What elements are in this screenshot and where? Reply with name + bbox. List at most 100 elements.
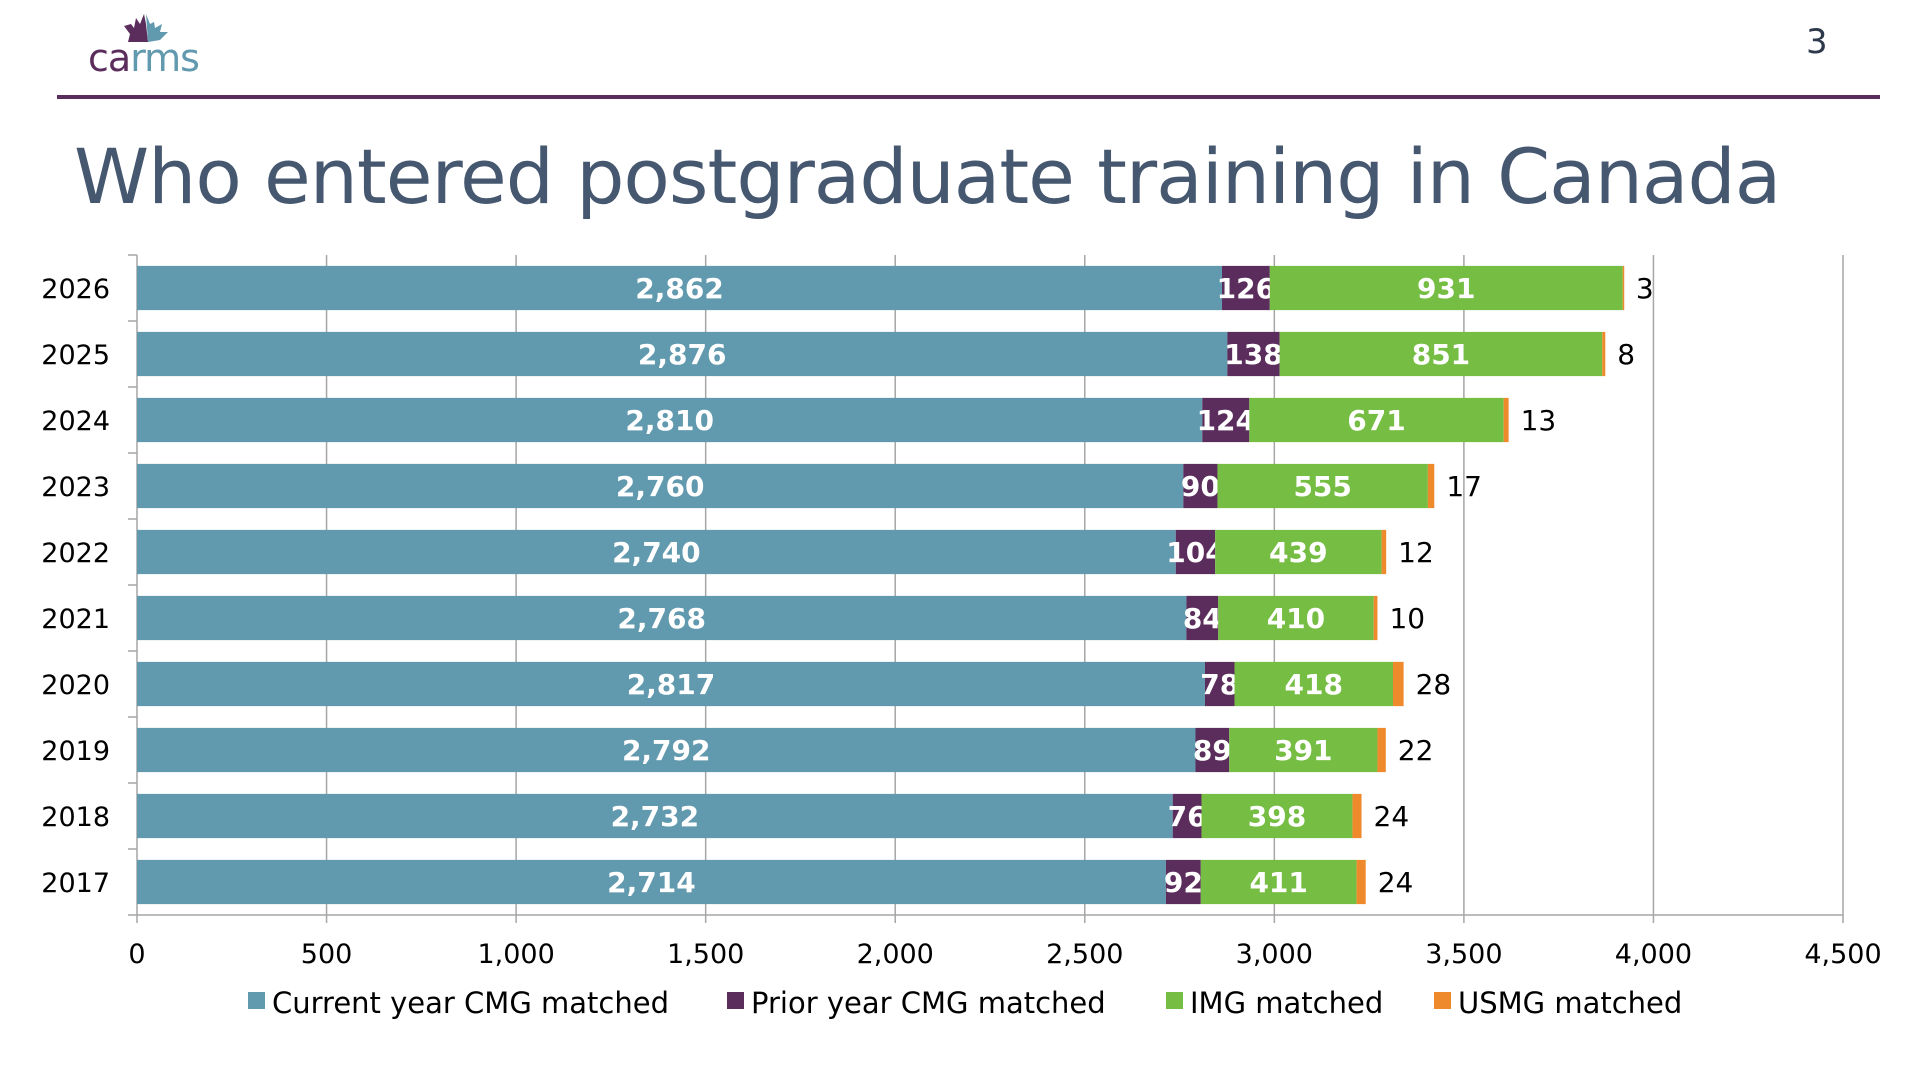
legend-swatch xyxy=(1166,992,1183,1009)
x-tick-label: 500 xyxy=(301,939,353,970)
y-tick-label: 2023 xyxy=(41,472,110,503)
x-tick-label: 1,500 xyxy=(667,939,744,970)
bar-segment xyxy=(137,793,1173,839)
bar-data-label: 439 xyxy=(1269,536,1327,569)
bar-segment xyxy=(1201,793,1353,839)
bar-data-label: 10 xyxy=(1389,602,1425,635)
page-number: 3 xyxy=(1806,22,1828,62)
bar-data-label: 555 xyxy=(1293,470,1351,503)
bar-segment xyxy=(1373,595,1378,641)
bar-data-label: 410 xyxy=(1267,602,1325,635)
bar-segment xyxy=(1279,331,1603,377)
legend-label: IMG matched xyxy=(1190,986,1383,1020)
logo-text-ca: ca xyxy=(88,36,131,80)
bar-segment xyxy=(137,529,1176,575)
bar-data-label: 24 xyxy=(1378,866,1414,899)
bar-data-label: 391 xyxy=(1274,734,1332,767)
bar-segment xyxy=(1352,793,1362,839)
bar-segment xyxy=(1175,529,1216,575)
x-tick-label: 2,000 xyxy=(857,939,934,970)
bar-data-label: 2,714 xyxy=(607,866,696,899)
bar-data-label: 28 xyxy=(1416,668,1452,701)
x-tick-label: 2,500 xyxy=(1046,939,1123,970)
bar-segment xyxy=(1622,265,1625,311)
bar-segment xyxy=(1186,595,1219,641)
y-tick-label: 2018 xyxy=(41,802,110,833)
maple-leaf-crown-icon xyxy=(124,14,168,42)
bar-segment xyxy=(1234,661,1393,707)
bar-data-label: 2,817 xyxy=(627,668,716,701)
bar-segment xyxy=(1202,397,1250,443)
bar-data-label: 138 xyxy=(1224,338,1282,371)
bar-segment xyxy=(1229,727,1378,773)
bar-segment xyxy=(1381,529,1387,575)
bar-segment xyxy=(137,595,1187,641)
bar-data-label: 12 xyxy=(1398,536,1434,569)
bar-data-label: 2,792 xyxy=(622,734,711,767)
bar-data-label: 411 xyxy=(1249,866,1307,899)
bar-segment xyxy=(1427,463,1435,509)
bar-segment xyxy=(1204,661,1235,707)
bar-data-label: 671 xyxy=(1347,404,1405,437)
bar-segment xyxy=(1217,463,1428,509)
bar-segment xyxy=(137,265,1223,311)
bar-data-label: 84 xyxy=(1183,602,1222,635)
bar-segment xyxy=(137,397,1203,443)
bar-segment xyxy=(1200,859,1357,905)
bar-segment xyxy=(137,463,1184,509)
bar-segment xyxy=(137,331,1228,377)
bar-segment xyxy=(1227,331,1280,377)
y-tick-label: 2020 xyxy=(41,670,110,701)
bar-data-label: 89 xyxy=(1193,734,1232,767)
bar-segment xyxy=(1249,397,1504,443)
legend-swatch xyxy=(1434,992,1451,1009)
bar-segment xyxy=(1503,397,1509,443)
bar-data-label: 418 xyxy=(1285,668,1343,701)
bar-data-label: 2,732 xyxy=(611,800,700,833)
header-divider xyxy=(57,95,1880,99)
bar-segment xyxy=(1215,529,1382,575)
bar-data-label: 2,862 xyxy=(635,272,724,305)
bar-data-label: 398 xyxy=(1248,800,1306,833)
x-tick-label: 3,500 xyxy=(1425,939,1502,970)
bar-data-label: 851 xyxy=(1412,338,1470,371)
bar-segment xyxy=(1377,727,1386,773)
bar-data-label: 17 xyxy=(1446,470,1482,503)
x-tick-label: 0 xyxy=(128,939,145,970)
bar-data-label: 22 xyxy=(1398,734,1434,767)
bar-data-label: 76 xyxy=(1168,800,1207,833)
bar-data-label: 124 xyxy=(1197,404,1255,437)
bar-data-label: 90 xyxy=(1181,470,1220,503)
y-tick-label: 2017 xyxy=(41,868,110,899)
bar-segment xyxy=(1222,265,1270,311)
bar-data-label: 8 xyxy=(1617,338,1635,371)
legend-swatch xyxy=(248,992,265,1009)
bar-data-label: 931 xyxy=(1417,272,1475,305)
legend-swatch xyxy=(727,992,744,1009)
bar-data-label: 2,760 xyxy=(616,470,705,503)
carms-logo: carms xyxy=(88,10,218,80)
legend-label: Current year CMG matched xyxy=(272,986,669,1020)
bar-segment xyxy=(137,859,1166,905)
bar-segment xyxy=(1392,661,1404,707)
bar-data-label: 126 xyxy=(1217,272,1275,305)
bar-segment xyxy=(1183,463,1218,509)
x-tick-label: 1,000 xyxy=(477,939,554,970)
legend-label: USMG matched xyxy=(1458,986,1682,1020)
x-tick-label: 3,000 xyxy=(1236,939,1313,970)
bar-data-label: 24 xyxy=(1374,800,1410,833)
logo-text-rms: rms xyxy=(130,36,200,80)
bar-data-label: 13 xyxy=(1521,404,1557,437)
bar-data-label: 2,810 xyxy=(625,404,714,437)
bar-segment xyxy=(1269,265,1623,311)
bar-segment xyxy=(1602,331,1606,377)
bar-segment xyxy=(1356,859,1366,905)
bar-segment xyxy=(1218,595,1374,641)
y-tick-label: 2022 xyxy=(41,538,110,569)
y-tick-label: 2019 xyxy=(41,736,110,767)
y-tick-label: 2025 xyxy=(41,340,110,371)
y-tick-label: 2026 xyxy=(41,274,110,305)
x-tick-label: 4,500 xyxy=(1804,939,1881,970)
bar-segment xyxy=(1195,727,1230,773)
